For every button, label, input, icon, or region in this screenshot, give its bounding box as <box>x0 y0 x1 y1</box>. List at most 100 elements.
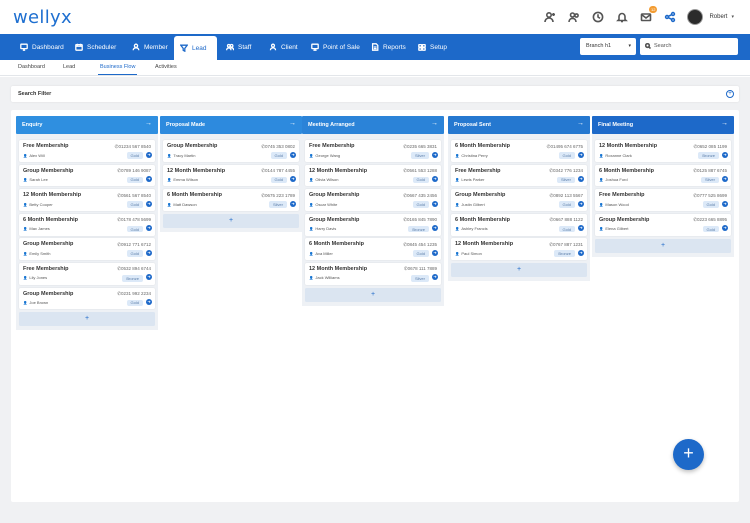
add-card-button[interactable]: + <box>305 287 441 302</box>
column-header[interactable]: Proposal Made → <box>160 116 302 134</box>
lead-card[interactable]: Group Membership ✆0789 146 9087 Sarah Lee G… <box>19 164 155 187</box>
mail-icon[interactable]: 12 <box>639 6 658 24</box>
lead-card[interactable]: 6 Month Membership ✆0845 454 1235 Ava Mill… <box>305 238 441 261</box>
arrow-right-icon[interactable]: ➜ <box>432 176 438 183</box>
lead-card[interactable]: 6 Month Membership ✆01495 674 6775 Christi… <box>451 140 587 162</box>
column-header[interactable]: Enquiry → <box>16 116 158 134</box>
add-card-button[interactable]: + <box>595 238 731 253</box>
lead-card[interactable]: 12 Month Membership ✆0678 111 7889 Jack Wi… <box>305 262 441 285</box>
lead-card[interactable]: 12 Month Membership ✆0652 085 1199 Roxanne… <box>595 140 731 162</box>
nav-member[interactable]: Member <box>126 34 174 60</box>
arrow-right-icon[interactable]: ➜ <box>146 249 152 256</box>
card-title: 6 Month Membership <box>455 143 511 149</box>
nav-dashboard[interactable]: Dashboard <box>14 34 70 60</box>
nav-lead[interactable]: Lead <box>174 36 217 60</box>
arrow-right-icon[interactable]: ➜ <box>146 274 152 281</box>
arrow-right-icon[interactable]: → <box>431 120 438 127</box>
tier-badge: Silver <box>556 176 575 184</box>
share-icon[interactable] <box>663 10 677 24</box>
lead-card[interactable]: Free Membership ✆0235 665 3831 George Wang… <box>305 140 441 162</box>
lead-card[interactable]: Group Membership ✆0745 353 0802 Tracy Mart… <box>163 140 299 162</box>
lead-card[interactable]: Group Membership ✆0231 992 2234 Joe Brown G… <box>19 287 155 310</box>
lead-card[interactable]: 6 Month Membership ✆0675 223 1789 Matt Daw… <box>163 189 299 211</box>
arrow-right-icon[interactable]: ➜ <box>146 151 152 158</box>
add-card-button[interactable]: + <box>19 312 155 327</box>
nav-staff[interactable]: Staff <box>220 34 257 60</box>
user-name[interactable]: Robert <box>709 14 728 20</box>
lead-card[interactable]: Free Membership ✆01234 567 8540 Alex Will G… <box>19 140 155 162</box>
nav-client[interactable]: Client <box>263 34 304 60</box>
lead-card[interactable]: Group Membership ✆0165 845 7890 Harry Davi… <box>305 213 441 236</box>
lead-card[interactable]: 6 Month Membership ✆0667 888 1122 Ashley F… <box>451 213 587 236</box>
nav-reports[interactable]: Reports <box>365 34 412 60</box>
arrow-right-icon[interactable]: ➜ <box>290 151 296 158</box>
lead-card[interactable]: Free Membership ✆0342 776 1234 Lewis Parke… <box>451 164 587 187</box>
arrow-right-icon[interactable]: ➜ <box>432 249 438 256</box>
arrow-right-icon[interactable]: → <box>721 120 728 127</box>
lead-card[interactable]: Group Membership ✆0223 665 8895 Elena Gilb… <box>595 213 731 236</box>
arrow-right-icon[interactable]: ➜ <box>578 151 584 158</box>
lead-card[interactable]: Free Membership ✆0532 894 6744 Lily Jones B… <box>19 262 155 285</box>
bell-icon[interactable] <box>615 10 629 24</box>
tier-badge: Bronze <box>698 152 719 159</box>
add-card-button[interactable]: + <box>451 263 587 278</box>
lead-card[interactable]: 6 Month Membership ✆0125 887 6745 Joshua F… <box>595 164 731 187</box>
column-header[interactable]: Final Meeting → <box>592 116 734 134</box>
subnav-lead[interactable]: Lead <box>63 64 76 70</box>
arrow-right-icon[interactable]: ➜ <box>290 176 296 183</box>
arrow-right-icon[interactable]: ➜ <box>722 176 728 183</box>
lead-card[interactable]: Group Membership ✆0667 435 2456 Oscar Whit… <box>305 189 441 211</box>
chevron-down-icon[interactable]: ▾ <box>731 14 734 20</box>
nav-scheduler[interactable]: Scheduler <box>69 34 122 60</box>
arrow-right-icon[interactable]: ➜ <box>432 274 438 281</box>
card-title: 12 Month Membership <box>599 143 658 149</box>
card-person: Betty Cooper <box>23 202 52 207</box>
lead-card[interactable]: 12 Month Membership ✆0561 567 8540 Betty C… <box>19 189 155 211</box>
subnav-business-flow[interactable]: Business Flow <box>97 64 138 75</box>
lead-card[interactable]: 6 Month Membership ✆0178 478 5699 Max Jame… <box>19 213 155 236</box>
arrow-right-icon[interactable]: ➜ <box>146 225 152 232</box>
arrow-right-icon[interactable]: ➜ <box>290 200 296 207</box>
lead-card[interactable]: 12 Month Membership ✆0561 553 1288 Olivia … <box>305 164 441 187</box>
lead-card[interactable]: Free Membership ✆0777 525 8699 Mason Wood G… <box>595 189 731 211</box>
users-icon[interactable] <box>567 10 581 24</box>
branch-select[interactable]: Branch h1 ▾ <box>580 38 636 55</box>
nav-point-of-sale[interactable]: Point of Sale <box>305 34 366 60</box>
arrow-right-icon[interactable]: ➜ <box>578 225 584 232</box>
lead-card[interactable]: Group Membership ✆0912 771 6712 Emily Smit… <box>19 238 155 261</box>
arrow-right-icon[interactable]: ➜ <box>432 151 438 158</box>
card-phone: ✆0144 787 4455 <box>261 168 295 174</box>
search-filter-bar[interactable]: Search Filter + <box>11 86 739 102</box>
card-title: Group Membership <box>23 241 74 248</box>
clock-icon[interactable] <box>591 10 605 24</box>
lead-card[interactable]: 12 Month Membership ✆0144 787 4455 Emma Wi… <box>163 164 299 187</box>
arrow-right-icon[interactable]: ➜ <box>146 176 152 183</box>
arrow-right-icon[interactable]: ➜ <box>578 200 584 207</box>
add-user-icon[interactable] <box>543 10 557 24</box>
arrow-right-icon[interactable]: ➜ <box>578 249 584 256</box>
arrow-right-icon[interactable]: ➜ <box>146 200 152 207</box>
arrow-right-icon[interactable]: → <box>289 120 296 127</box>
avatar[interactable] <box>687 9 704 25</box>
search-input[interactable]: Search <box>640 38 738 55</box>
app-logo[interactable]: wellyx <box>13 7 72 28</box>
nav-setup[interactable]: Setup <box>412 34 453 60</box>
arrow-right-icon[interactable]: ➜ <box>578 176 584 183</box>
arrow-right-icon[interactable]: → <box>577 120 584 127</box>
add-card-button[interactable]: + <box>163 213 299 228</box>
add-lead-button[interactable]: + <box>673 439 704 470</box>
lead-card[interactable]: Group Membership ✆0892 113 5567 Justin Gil… <box>451 189 587 211</box>
column-header[interactable]: Meeting Arranged → <box>302 116 444 134</box>
arrow-right-icon[interactable]: ➜ <box>432 200 438 207</box>
arrow-right-icon[interactable]: ➜ <box>146 299 152 306</box>
add-filter-icon[interactable]: + <box>726 90 734 98</box>
column-header[interactable]: Proposal Sent → <box>448 116 590 134</box>
arrow-right-icon[interactable]: ➜ <box>722 225 728 232</box>
arrow-right-icon[interactable]: ➜ <box>432 225 438 232</box>
subnav-dashboard[interactable]: Dashboard <box>18 64 45 70</box>
lead-card[interactable]: 12 Month Membership ✆0767 887 1231 Paul Si… <box>451 238 587 261</box>
arrow-right-icon[interactable]: ➜ <box>722 200 728 207</box>
arrow-right-icon[interactable]: → <box>145 120 152 127</box>
arrow-right-icon[interactable]: ➜ <box>722 151 728 158</box>
subnav-activities[interactable]: Activities <box>155 64 177 70</box>
